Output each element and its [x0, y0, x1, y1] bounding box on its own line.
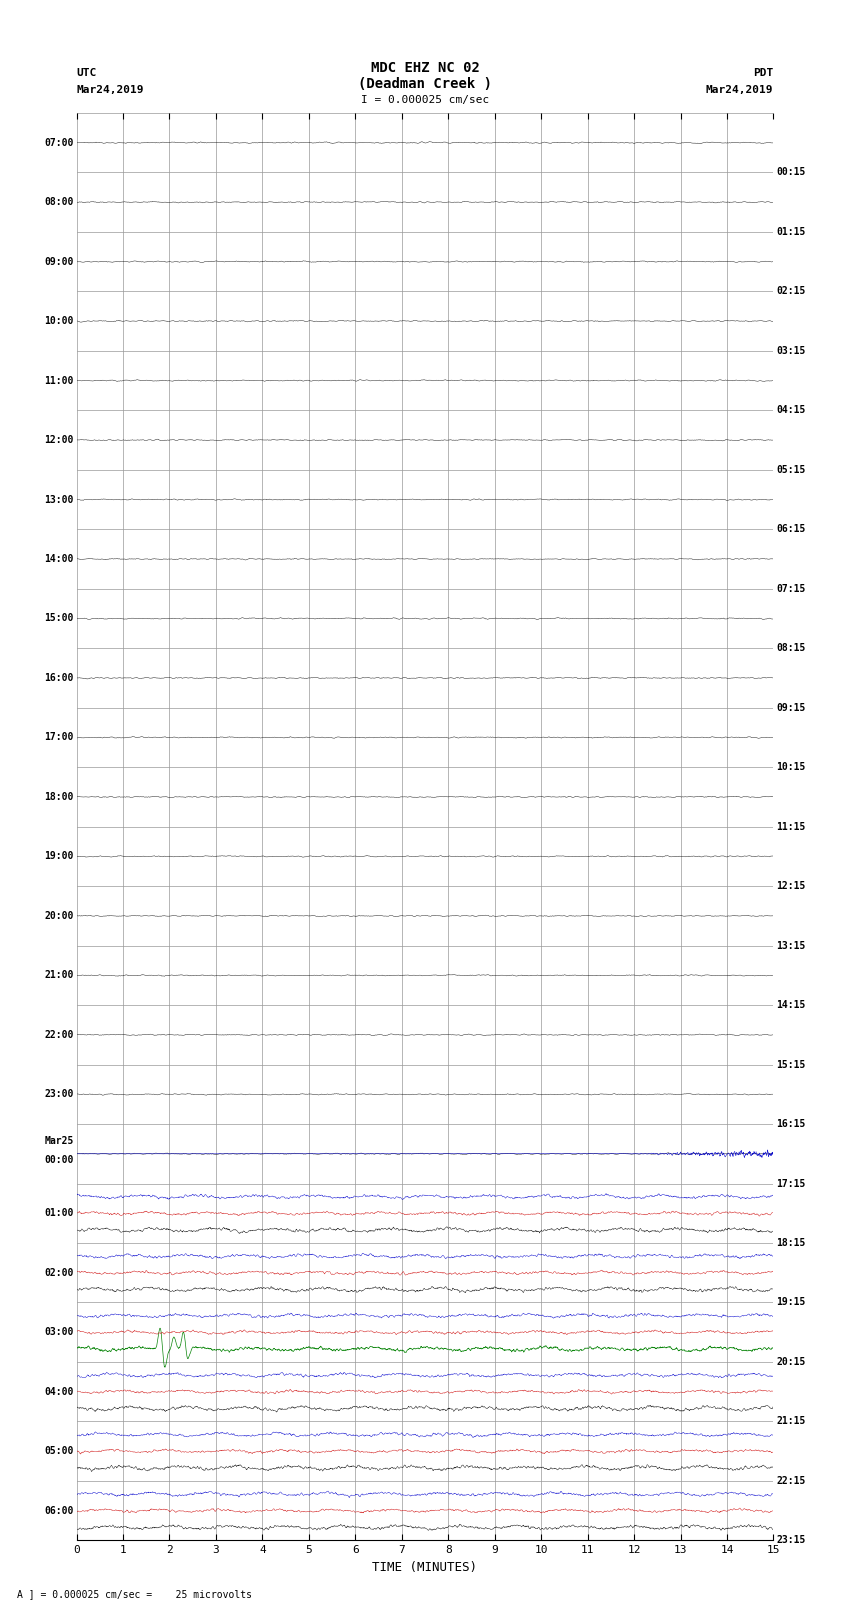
Text: 12:15: 12:15 — [776, 881, 806, 890]
Text: 14:00: 14:00 — [44, 553, 74, 565]
Text: 04:00: 04:00 — [44, 1387, 74, 1397]
Text: 10:15: 10:15 — [776, 763, 806, 773]
Text: 17:15: 17:15 — [776, 1179, 806, 1189]
Text: A ] = 0.000025 cm/sec =    25 microvolts: A ] = 0.000025 cm/sec = 25 microvolts — [17, 1589, 252, 1598]
Text: 20:15: 20:15 — [776, 1357, 806, 1366]
Text: 06:00: 06:00 — [44, 1505, 74, 1516]
Text: 06:15: 06:15 — [776, 524, 806, 534]
Text: 05:15: 05:15 — [776, 465, 806, 474]
Text: Mar25: Mar25 — [44, 1136, 74, 1145]
Text: 21:15: 21:15 — [776, 1416, 806, 1426]
Text: Mar24,2019: Mar24,2019 — [76, 85, 144, 95]
Text: MDC EHZ NC 02: MDC EHZ NC 02 — [371, 61, 479, 74]
Text: 19:00: 19:00 — [44, 852, 74, 861]
Text: 13:15: 13:15 — [776, 940, 806, 950]
Text: 07:00: 07:00 — [44, 137, 74, 148]
Text: 03:15: 03:15 — [776, 345, 806, 356]
Text: 05:00: 05:00 — [44, 1447, 74, 1457]
Text: 16:00: 16:00 — [44, 673, 74, 682]
Text: 13:00: 13:00 — [44, 495, 74, 505]
Text: 23:00: 23:00 — [44, 1089, 74, 1100]
Text: 16:15: 16:15 — [776, 1119, 806, 1129]
Text: 21:00: 21:00 — [44, 971, 74, 981]
Text: 00:15: 00:15 — [776, 168, 806, 177]
X-axis label: TIME (MINUTES): TIME (MINUTES) — [372, 1561, 478, 1574]
Text: 17:00: 17:00 — [44, 732, 74, 742]
Text: 18:15: 18:15 — [776, 1239, 806, 1248]
Text: 08:15: 08:15 — [776, 644, 806, 653]
Text: 08:00: 08:00 — [44, 197, 74, 206]
Text: 09:15: 09:15 — [776, 703, 806, 713]
Text: 23:15: 23:15 — [776, 1536, 806, 1545]
Text: Mar24,2019: Mar24,2019 — [706, 85, 774, 95]
Text: 20:00: 20:00 — [44, 911, 74, 921]
Text: I = 0.000025 cm/sec: I = 0.000025 cm/sec — [361, 95, 489, 105]
Text: 10:00: 10:00 — [44, 316, 74, 326]
Text: 11:15: 11:15 — [776, 821, 806, 832]
Text: 19:15: 19:15 — [776, 1297, 806, 1308]
Text: 15:00: 15:00 — [44, 613, 74, 624]
Text: 03:00: 03:00 — [44, 1327, 74, 1337]
Text: 18:00: 18:00 — [44, 792, 74, 802]
Text: 11:00: 11:00 — [44, 376, 74, 386]
Text: 00:00: 00:00 — [44, 1155, 74, 1165]
Text: 02:15: 02:15 — [776, 287, 806, 297]
Text: 01:00: 01:00 — [44, 1208, 74, 1218]
Text: 01:15: 01:15 — [776, 227, 806, 237]
Text: 04:15: 04:15 — [776, 405, 806, 415]
Text: (Deadman Creek ): (Deadman Creek ) — [358, 77, 492, 90]
Text: PDT: PDT — [753, 68, 774, 77]
Text: 14:15: 14:15 — [776, 1000, 806, 1010]
Text: UTC: UTC — [76, 68, 97, 77]
Text: 12:00: 12:00 — [44, 436, 74, 445]
Text: 15:15: 15:15 — [776, 1060, 806, 1069]
Text: 07:15: 07:15 — [776, 584, 806, 594]
Text: 22:15: 22:15 — [776, 1476, 806, 1486]
Text: 09:00: 09:00 — [44, 256, 74, 266]
Text: 02:00: 02:00 — [44, 1268, 74, 1277]
Text: 22:00: 22:00 — [44, 1029, 74, 1040]
